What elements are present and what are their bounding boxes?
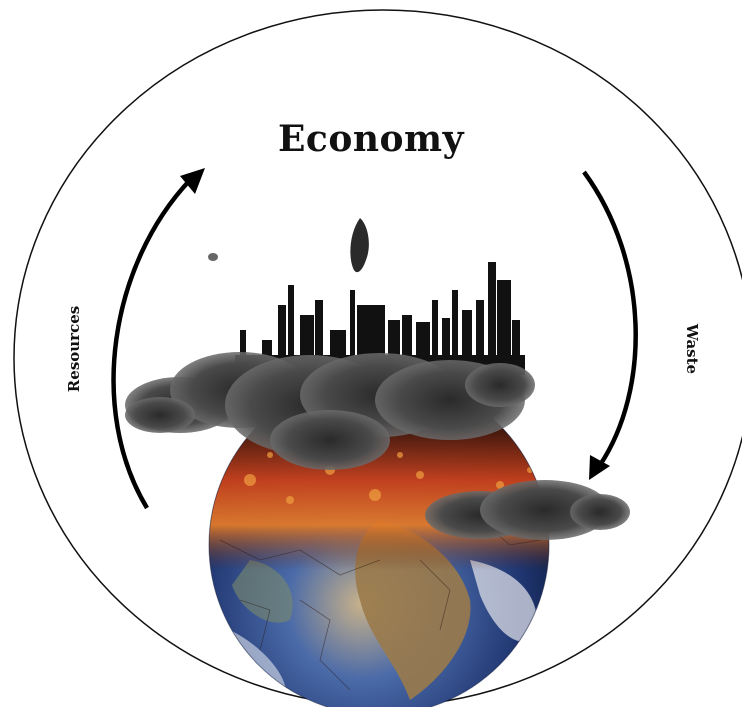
smoke-cloud-right (425, 480, 630, 540)
waste-label: Waste (683, 323, 701, 375)
resources-arrow (111, 168, 205, 510)
smoke-cloud-left (125, 352, 535, 470)
resources-label: Resources (65, 305, 83, 393)
diagram-title: Economy (277, 118, 465, 160)
small-smoke-puff (208, 253, 218, 261)
waste-arrow (582, 170, 638, 480)
chimney-plume (350, 218, 369, 273)
